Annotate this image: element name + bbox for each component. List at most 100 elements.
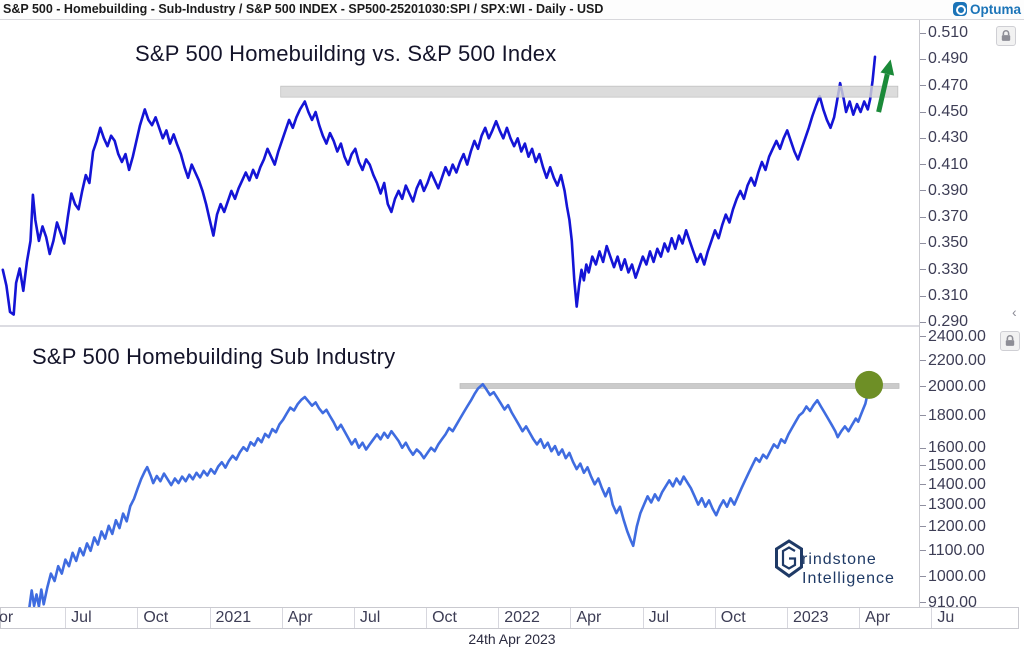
x-tick-label: Ju bbox=[937, 609, 955, 626]
titlebar-divider bbox=[0, 19, 1024, 20]
bottom-scale-lock-button[interactable] bbox=[1000, 331, 1020, 351]
y-tick-label: 1600.00 bbox=[928, 439, 986, 457]
y-tick-label: 0.370 bbox=[928, 208, 969, 226]
y-tick-mark bbox=[920, 504, 926, 506]
y-tick-label: 1800.00 bbox=[928, 406, 986, 424]
y-tick-label: 1300.00 bbox=[928, 496, 986, 513]
x-tick-separator bbox=[786, 608, 788, 628]
y-tick-label: 0.410 bbox=[928, 155, 969, 173]
lock-icon bbox=[1001, 30, 1011, 41]
y-tick-label: 2400.00 bbox=[928, 327, 986, 345]
y-tick-mark bbox=[920, 190, 926, 192]
y-tick-label: 0.310 bbox=[928, 287, 969, 305]
y-tick-mark bbox=[920, 321, 926, 323]
optuma-logo-icon bbox=[952, 2, 967, 16]
collapse-axis-chevron-icon[interactable]: ‹ bbox=[1012, 304, 1017, 320]
y-tick-mark bbox=[920, 336, 926, 338]
grindstone-logo-icon bbox=[775, 539, 803, 578]
y-tick-mark bbox=[920, 465, 926, 467]
bottom-chart-title[interactable]: S&P 500 Homebuilding Sub Industry bbox=[32, 344, 396, 369]
panel-divider bbox=[0, 325, 919, 327]
y-tick-label: 1100.00 bbox=[928, 541, 985, 559]
y-tick-mark bbox=[920, 602, 926, 604]
y-tick-label: 0.470 bbox=[928, 76, 969, 94]
x-axis[interactable]: or Jul Oct 2021 Apr Jul Oct 2022 Apr Jul Oct 2023 Ap… bbox=[0, 607, 1019, 629]
x-tick-separator bbox=[137, 608, 139, 628]
y-tick-label: 1000.00 bbox=[928, 567, 986, 585]
y-tick-label: 0.350 bbox=[928, 234, 969, 252]
x-tick-separator bbox=[714, 608, 716, 628]
lock-icon bbox=[1005, 335, 1015, 346]
y-tick-mark bbox=[920, 216, 926, 218]
x-tick-separator bbox=[570, 608, 572, 628]
y-tick-label: 0.330 bbox=[928, 260, 969, 278]
grindstone-logo-line1: rindstone bbox=[802, 551, 877, 568]
y-tick-mark bbox=[920, 550, 926, 552]
y-tick-label: 0.390 bbox=[928, 181, 969, 199]
x-tick-label: 2022 bbox=[504, 609, 540, 626]
y-tick-label: 0.510 bbox=[928, 24, 969, 42]
y-tick-mark bbox=[920, 32, 926, 34]
top-y-axis[interactable]: 0.510 0.490 0.470 0.450 0.430 0.410 0.390 0.370… bbox=[920, 0, 1024, 656]
grindstone-logo-line2: Intelligence bbox=[802, 570, 895, 587]
x-tick-label: or bbox=[0, 609, 14, 626]
resistance-band[interactable] bbox=[280, 85, 899, 98]
x-tick-separator bbox=[426, 608, 428, 628]
x-tick-separator bbox=[209, 608, 211, 628]
x-tick-label: 2023 bbox=[792, 609, 829, 626]
x-tick-separator bbox=[281, 608, 283, 628]
window-title: S&P 500 - Homebuilding - Sub-Industry / … bbox=[3, 2, 604, 16]
ratio-price-line[interactable] bbox=[1, 55, 877, 316]
window-title-bar: S&P 500 - Homebuilding - Sub-Industry / … bbox=[0, 0, 1024, 19]
x-tick-separator bbox=[353, 608, 355, 628]
y-tick-label: 0.290 bbox=[928, 313, 969, 331]
y-tick-mark bbox=[920, 85, 926, 87]
x-tick-label: 2021 bbox=[215, 609, 252, 626]
y-tick-label: 1500.00 bbox=[928, 456, 986, 474]
sub-industry-price-line[interactable] bbox=[28, 382, 871, 608]
y-tick-mark bbox=[920, 242, 926, 244]
x-tick-label: Jul bbox=[359, 609, 381, 626]
y-tick-mark bbox=[920, 415, 926, 417]
y-tick-mark bbox=[920, 386, 926, 388]
y-tick-label: 2000.00 bbox=[928, 377, 986, 395]
x-tick-label: Jul bbox=[648, 609, 670, 626]
x-tick-label: Oct bbox=[143, 609, 169, 626]
x-tick-separator bbox=[642, 608, 644, 628]
y-tick-label: 1400.00 bbox=[928, 475, 986, 493]
y-tick-mark bbox=[920, 576, 926, 578]
last-bar-date-label: 24th Apr 2023 bbox=[468, 631, 556, 647]
y-tick-label: 910.00 bbox=[928, 593, 977, 611]
top-scale-lock-button[interactable] bbox=[996, 26, 1016, 46]
resistance-line[interactable] bbox=[459, 383, 900, 389]
optuma-logo-text: Optuma bbox=[969, 1, 1021, 17]
x-tick-separator bbox=[498, 608, 500, 628]
y-tick-mark bbox=[920, 269, 926, 271]
x-tick-separator bbox=[859, 608, 861, 628]
resistance-touch-marker[interactable] bbox=[854, 370, 883, 399]
x-tick-separator bbox=[65, 608, 67, 628]
breakout-arrow-head[interactable] bbox=[880, 59, 895, 76]
x-tick-label: Apr bbox=[287, 609, 313, 626]
y-tick-mark bbox=[920, 58, 926, 60]
y-tick-mark bbox=[920, 137, 926, 139]
y-tick-mark bbox=[920, 447, 926, 449]
y-tick-mark bbox=[920, 484, 926, 486]
y-axis-border bbox=[919, 20, 920, 607]
y-tick-label: 0.490 bbox=[928, 50, 969, 68]
x-tick-separator bbox=[931, 608, 933, 628]
bottom-y-axis[interactable]: 2400.00 2200.00 2000.00 1800.00 1600.00 1500.… bbox=[920, 0, 1024, 656]
y-tick-mark bbox=[920, 360, 926, 362]
y-tick-label: 0.430 bbox=[928, 129, 969, 147]
y-tick-label: 1200.00 bbox=[928, 517, 986, 535]
x-tick-label: Apr bbox=[576, 609, 602, 626]
y-tick-mark bbox=[920, 164, 926, 166]
optuma-logo: Optuma bbox=[952, 1, 1021, 17]
top-chart-title[interactable]: S&P 500 Homebuilding vs. S&P 500 Index bbox=[135, 41, 557, 66]
x-tick-label: Apr bbox=[865, 609, 891, 626]
x-tick-label: Oct bbox=[432, 609, 457, 626]
y-tick-mark bbox=[920, 295, 926, 297]
y-tick-label: 0.450 bbox=[928, 103, 969, 121]
breakout-arrow-shaft[interactable] bbox=[876, 73, 890, 113]
